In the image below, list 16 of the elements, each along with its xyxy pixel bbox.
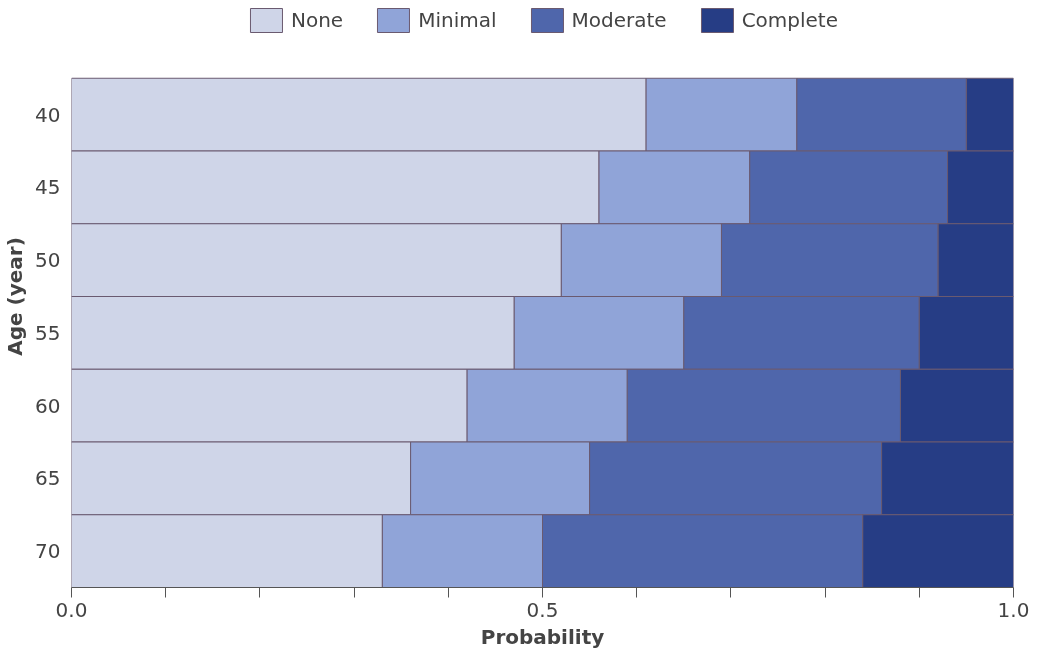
y-tick-label: 40 [35, 102, 61, 127]
y-tick-label: 70 [35, 539, 61, 564]
x-axis-title: Probability [480, 624, 605, 649]
y-tick-label: 50 [35, 248, 61, 273]
y-tick-label: 60 [35, 393, 61, 418]
x-tick-label: 0.0 [55, 597, 88, 622]
y-tick-label: 65 [35, 466, 61, 491]
legend-label: Minimal [418, 8, 497, 32]
legend-label: None [290, 8, 344, 32]
legend-label: Complete [741, 8, 839, 32]
y-tick-label: 45 [35, 175, 61, 200]
x-tick-label: 1.0 [997, 597, 1030, 622]
y-tick-label: 55 [35, 320, 61, 345]
y-axis-title: Age (year) [3, 237, 28, 356]
legend-label: Moderate [571, 8, 667, 32]
x-tick-label: 0.5 [526, 597, 559, 622]
